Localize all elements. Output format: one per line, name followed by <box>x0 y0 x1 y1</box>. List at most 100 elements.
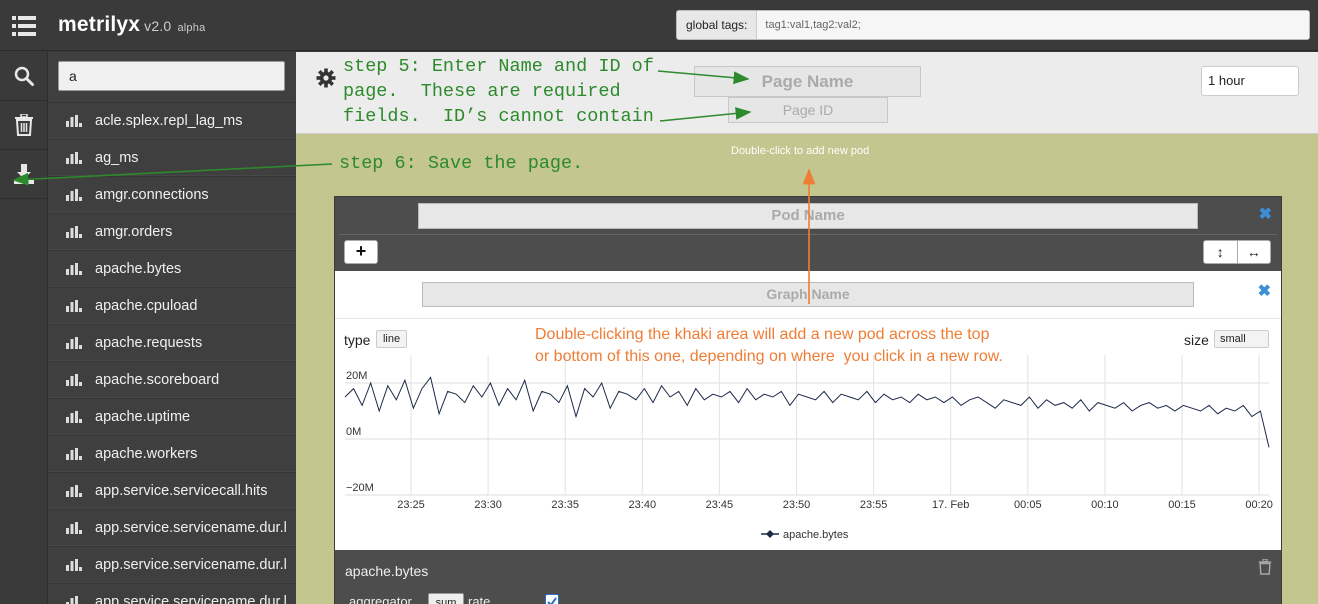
list-item[interactable]: acle.splex.repl_lag_ms <box>48 102 296 139</box>
pod: Pod Name ✖ + ↕ ↔ Graph Name ✖ type line … <box>334 196 1282 604</box>
bar-chart-icon <box>66 595 82 604</box>
metric-name: apache.uptime <box>95 408 191 425</box>
add-graph-button[interactable]: + <box>344 240 378 264</box>
x-tick-label: 23:50 <box>783 499 811 511</box>
x-tick-label: 23:30 <box>474 499 502 511</box>
save-page-button[interactable] <box>0 150 48 199</box>
metric-name: apache.bytes <box>95 260 182 277</box>
pod-name-input[interactable]: Pod Name <box>418 203 1198 229</box>
list-item[interactable]: apache.workers <box>48 435 296 472</box>
rate-label: rate <box>468 594 491 604</box>
list-item[interactable]: apache.requests <box>48 324 296 361</box>
bar-chart-icon <box>66 299 82 312</box>
delete-page-button[interactable] <box>0 101 48 150</box>
x-tick-label: 00:10 <box>1091 499 1119 511</box>
step5-annotation: step 5: Enter Name and ID of page. These… <box>343 56 654 127</box>
bar-chart-icon <box>66 151 82 164</box>
graph-close-icon[interactable]: ✖ <box>1257 283 1271 300</box>
graph-type-select[interactable]: line <box>376 330 407 348</box>
x-tick-label: 23:35 <box>551 499 579 511</box>
list-item[interactable]: app.service.servicecall.hits <box>48 472 296 509</box>
checkmark-icon <box>547 597 557 604</box>
bar-chart-icon <box>66 336 82 349</box>
list-item[interactable]: ag_ms <box>48 139 296 176</box>
menu-toggle-button[interactable] <box>0 0 48 51</box>
bar-chart-icon <box>66 521 82 534</box>
list-item[interactable]: amgr.connections <box>48 176 296 213</box>
metric-search-input[interactable]: a <box>58 61 285 91</box>
x-tick-label: 23:40 <box>629 499 657 511</box>
x-tick-label: 23:55 <box>860 499 888 511</box>
list-item[interactable]: app.service.servicename.dur.l <box>48 509 296 546</box>
delete-series-button[interactable] <box>1258 558 1272 578</box>
bar-chart-icon <box>66 225 82 238</box>
app-brand[interactable]: metrilyx v2.0 alpha <box>58 13 205 37</box>
global-tags-label: global tags: <box>677 11 758 39</box>
legend-marker <box>766 530 774 538</box>
list-item[interactable]: app.service.servicename.dur.l <box>48 546 296 583</box>
bar-chart-icon <box>66 373 82 386</box>
x-tick-label: 00:20 <box>1245 499 1273 511</box>
list-item[interactable]: amgr.orders <box>48 213 296 250</box>
metric-name: apache.scoreboard <box>95 371 220 388</box>
y-tick-label: 0M <box>346 426 361 438</box>
page-id-input[interactable]: Page ID <box>728 97 888 123</box>
x-tick-label: 00:15 <box>1168 499 1196 511</box>
list-menu-icon <box>12 15 36 36</box>
series-line <box>344 376 1270 448</box>
trash-icon <box>15 114 33 136</box>
app-name: metrilyx <box>58 13 141 36</box>
bar-chart-icon <box>66 484 82 497</box>
metric-name: acle.splex.repl_lag_ms <box>95 112 243 129</box>
metric-list: acle.splex.repl_lag_ms ag_ms amgr.connecti… <box>48 102 296 604</box>
graph-divider <box>335 318 1281 319</box>
bar-chart-icon <box>66 558 82 571</box>
resize-button-group: ↕ ↔ <box>1203 240 1271 264</box>
global-tags-field: global tags: tag1:val1,tag2:val2; <box>676 10 1310 40</box>
list-item[interactable]: app.service.servicename.dur.l <box>48 583 296 604</box>
aggregator-select[interactable]: sum <box>428 593 464 604</box>
graph-type-label: type <box>344 332 371 348</box>
global-tags-input[interactable]: tag1:val1,tag2:val2; <box>757 11 1309 39</box>
sidebar-icon-column <box>0 52 48 604</box>
list-item[interactable]: apache.bytes <box>48 250 296 287</box>
metric-name: app.service.servicename.dur.l <box>95 593 287 604</box>
list-item[interactable]: apache.scoreboard <box>48 361 296 398</box>
resize-horizontal-button[interactable]: ↔ <box>1246 244 1261 260</box>
app-channel: alpha <box>177 22 206 34</box>
page-settings-button[interactable] <box>316 68 336 91</box>
graph-card: Graph Name ✖ type line size small 23:25 2… <box>335 271 1281 550</box>
page-name-input[interactable]: Page Name <box>694 66 921 97</box>
search-button[interactable] <box>0 52 48 101</box>
x-tick-label: 17. Feb <box>932 499 969 511</box>
step6-annotation: step 6: Save the page. <box>339 153 584 174</box>
graph-name-input[interactable]: Graph Name <box>422 282 1194 307</box>
bar-chart-icon <box>66 262 82 275</box>
resize-vertical-button[interactable]: ↕ <box>1204 241 1238 263</box>
y-tick-label: 20M <box>346 370 367 382</box>
metric-name: amgr.connections <box>95 186 209 203</box>
trash-icon <box>1258 558 1272 575</box>
list-item[interactable]: apache.cpuload <box>48 287 296 324</box>
metric-panel: a acle.splex.repl_lag_ms ag_ms amgr.connec… <box>48 52 296 604</box>
download-icon <box>14 164 34 184</box>
pod-layout-area[interactable]: Double-click to add new pod Pod Name ✖ +… <box>296 134 1318 604</box>
bar-chart-icon <box>66 114 82 127</box>
line-chart: 23:25 23:30 23:35 23:40 23:45 23:50 23:55 17. F… <box>344 355 1273 541</box>
rate-checkbox[interactable] <box>545 594 559 604</box>
app-version: v2.0 <box>144 18 172 34</box>
search-icon <box>14 66 34 86</box>
pod-close-icon[interactable]: ✖ <box>1258 206 1272 223</box>
list-item[interactable]: apache.uptime <box>48 398 296 435</box>
bar-chart-icon <box>66 447 82 460</box>
metric-name: amgr.orders <box>95 223 173 240</box>
graph-size-label: size <box>1184 332 1209 348</box>
time-range-select[interactable]: 1 hour <box>1201 66 1299 96</box>
x-tick-label: 23:25 <box>397 499 425 511</box>
pod-divider <box>339 234 1277 235</box>
graph-size-select[interactable]: small <box>1214 330 1269 348</box>
legend-label: apache.bytes <box>783 529 849 541</box>
metric-name: apache.requests <box>95 334 203 351</box>
aggregator-label: aggregator <box>349 594 412 604</box>
metric-name: apache.workers <box>95 445 198 462</box>
